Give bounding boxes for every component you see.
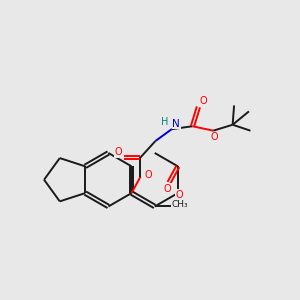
Text: O: O	[211, 132, 219, 142]
Text: O: O	[164, 184, 171, 194]
Text: O: O	[144, 170, 152, 180]
Text: H: H	[160, 117, 168, 127]
Text: O: O	[114, 147, 122, 157]
Text: O: O	[199, 96, 207, 106]
Text: O: O	[176, 190, 183, 200]
Text: N: N	[172, 119, 180, 129]
Text: CH₃: CH₃	[172, 200, 188, 209]
